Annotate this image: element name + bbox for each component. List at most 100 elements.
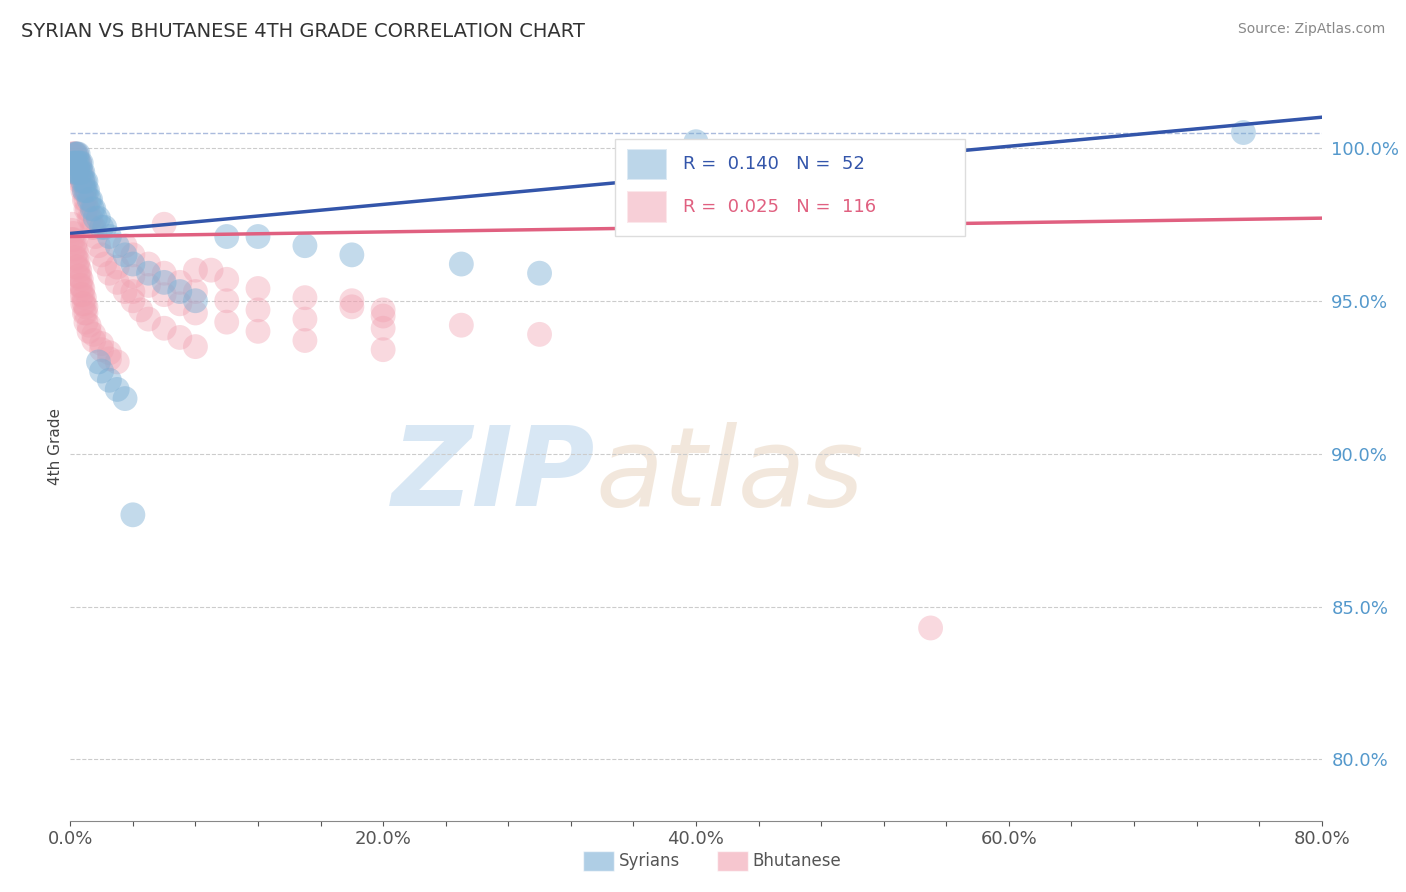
Text: Syrians: Syrians bbox=[619, 852, 681, 870]
Point bbox=[67, 260, 90, 274]
Point bbox=[77, 211, 100, 226]
Point bbox=[153, 266, 176, 280]
Point bbox=[60, 165, 83, 179]
Point bbox=[121, 248, 145, 262]
Point bbox=[87, 238, 110, 252]
Point bbox=[529, 327, 551, 342]
Point bbox=[153, 287, 176, 301]
Point bbox=[72, 165, 94, 179]
Point bbox=[60, 217, 83, 231]
Point bbox=[153, 321, 176, 335]
Point bbox=[60, 147, 83, 161]
Point bbox=[72, 174, 94, 188]
Point bbox=[371, 302, 394, 317]
Point bbox=[93, 220, 115, 235]
Point bbox=[215, 293, 238, 308]
Point bbox=[69, 165, 91, 179]
Point bbox=[63, 165, 86, 179]
Point bbox=[105, 383, 128, 397]
Point bbox=[60, 156, 83, 170]
Point bbox=[65, 165, 87, 179]
Point bbox=[247, 324, 270, 338]
Point bbox=[75, 300, 97, 314]
Point bbox=[67, 147, 90, 161]
Point bbox=[98, 351, 121, 366]
Point bbox=[184, 263, 207, 277]
Point bbox=[73, 193, 96, 207]
Point bbox=[79, 193, 101, 207]
Point bbox=[138, 266, 160, 280]
Point bbox=[65, 251, 87, 265]
Point bbox=[90, 364, 112, 378]
Point bbox=[184, 306, 207, 320]
Point bbox=[62, 147, 84, 161]
Point bbox=[63, 147, 86, 161]
Point bbox=[169, 297, 191, 311]
Point bbox=[294, 238, 316, 252]
Point bbox=[63, 165, 86, 179]
Point bbox=[87, 355, 110, 369]
Point bbox=[75, 202, 97, 216]
Text: R =  0.025   N =  116: R = 0.025 N = 116 bbox=[683, 198, 876, 216]
Text: Bhutanese: Bhutanese bbox=[752, 852, 841, 870]
Point bbox=[247, 281, 270, 295]
Bar bbox=[627, 149, 668, 180]
Y-axis label: 4th Grade: 4th Grade bbox=[48, 408, 63, 484]
Point bbox=[65, 156, 87, 170]
Point bbox=[70, 156, 93, 170]
Point bbox=[82, 220, 104, 235]
Point bbox=[63, 251, 86, 265]
Point bbox=[70, 165, 93, 179]
Point bbox=[340, 300, 363, 314]
Point bbox=[73, 291, 96, 305]
Point bbox=[215, 272, 238, 286]
Point bbox=[60, 233, 83, 247]
Point bbox=[63, 235, 86, 250]
Point bbox=[67, 165, 90, 179]
Point bbox=[69, 278, 91, 293]
Text: R =  0.140   N =  52: R = 0.140 N = 52 bbox=[683, 155, 865, 173]
Point bbox=[90, 343, 112, 357]
Point bbox=[247, 229, 270, 244]
Point bbox=[114, 248, 136, 262]
Point bbox=[105, 238, 128, 252]
Point bbox=[294, 312, 316, 326]
Point bbox=[98, 373, 121, 387]
Point bbox=[98, 266, 121, 280]
Point bbox=[62, 233, 84, 247]
Point bbox=[138, 257, 160, 271]
Point bbox=[83, 334, 105, 348]
Point bbox=[450, 257, 472, 271]
Point bbox=[105, 276, 128, 290]
Point bbox=[67, 254, 90, 268]
Point bbox=[65, 165, 87, 179]
Point bbox=[62, 165, 84, 179]
Point bbox=[72, 287, 94, 301]
Point bbox=[84, 229, 107, 244]
Point bbox=[73, 184, 96, 198]
Point bbox=[1232, 126, 1254, 140]
Point bbox=[184, 293, 207, 308]
Point bbox=[62, 242, 84, 256]
Point bbox=[63, 147, 86, 161]
Point bbox=[65, 260, 87, 274]
Point bbox=[121, 257, 145, 271]
Point bbox=[62, 156, 84, 170]
Point bbox=[75, 193, 97, 207]
Point bbox=[62, 156, 84, 170]
Point bbox=[138, 312, 160, 326]
Point bbox=[105, 260, 128, 274]
Point bbox=[184, 285, 207, 299]
FancyBboxPatch shape bbox=[614, 139, 965, 236]
Point bbox=[76, 184, 98, 198]
Point bbox=[65, 147, 87, 161]
Point bbox=[129, 302, 152, 317]
Point bbox=[450, 318, 472, 333]
Point bbox=[294, 334, 316, 348]
Point bbox=[63, 156, 86, 170]
Point bbox=[65, 147, 87, 161]
Point bbox=[169, 330, 191, 344]
Point bbox=[75, 184, 97, 198]
Point bbox=[69, 156, 91, 170]
Point bbox=[529, 266, 551, 280]
